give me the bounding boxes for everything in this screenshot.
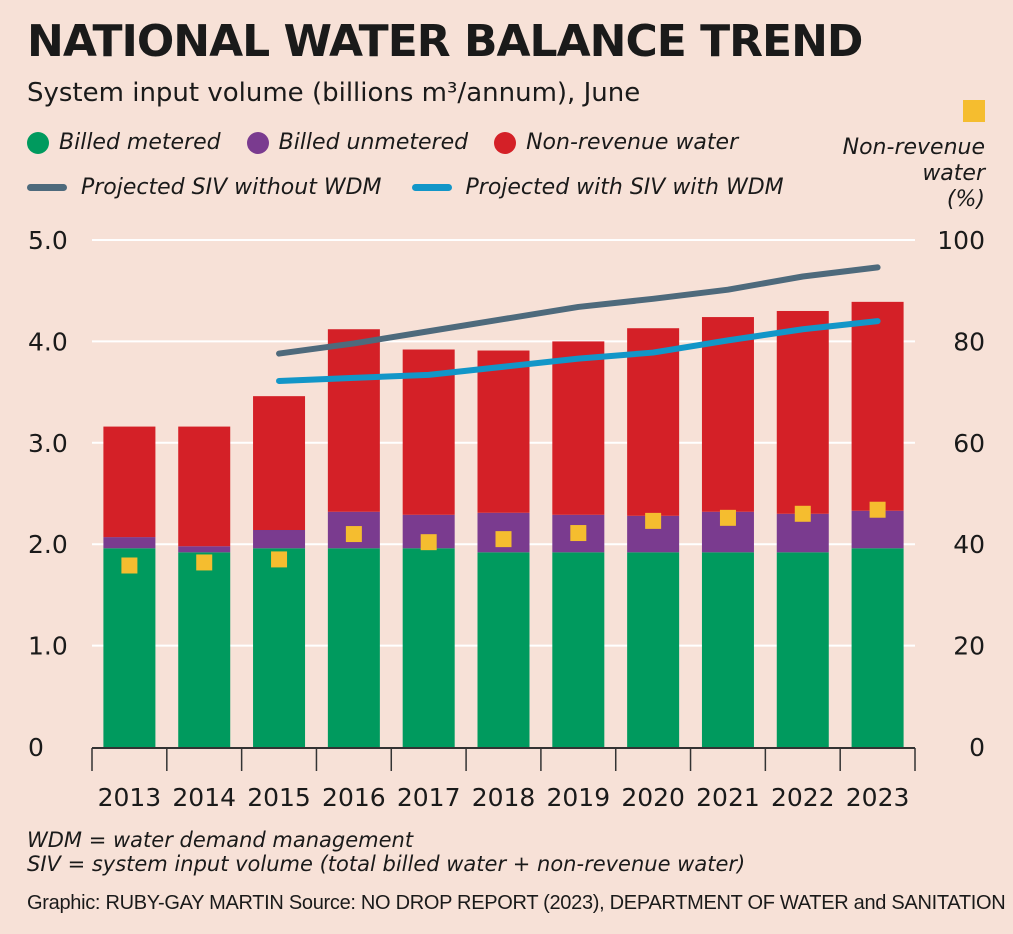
bar-billed-metered bbox=[776, 552, 829, 747]
legend-lines: Projected SIV without WDM Projected with… bbox=[27, 175, 810, 200]
line-projected-with-wdm bbox=[276, 318, 881, 384]
legend-nrw-percent-line1: Non-revenue bbox=[842, 135, 985, 160]
bar-billed-metered bbox=[627, 552, 680, 747]
legend-projected-without: Projected SIV without WDM bbox=[27, 175, 382, 200]
x-tick-label: 2013 bbox=[98, 783, 162, 812]
bar-billed-metered bbox=[701, 552, 754, 747]
point-nrw-percent bbox=[719, 509, 736, 526]
x-tick-label: 2017 bbox=[397, 783, 461, 812]
x-tick-label: 2014 bbox=[172, 783, 236, 812]
y-tick-label-right: 100 bbox=[937, 226, 985, 255]
legend-billed-metered: Billed metered bbox=[27, 130, 221, 155]
y-tick-label-left: 2.0 bbox=[28, 530, 68, 559]
legend-projected-with-label: Projected with SIV with WDM bbox=[465, 175, 784, 200]
source-credit: Graphic: RUBY-GAY MARTIN Source: NO DROP… bbox=[27, 892, 1006, 914]
legend-billed-unmetered-label: Billed unmetered bbox=[278, 130, 469, 155]
bar-non-revenue bbox=[178, 426, 231, 547]
legend-projected-with: Projected with SIV with WDM bbox=[411, 175, 784, 200]
point-nrw-percent bbox=[645, 512, 662, 529]
bar-billed-metered bbox=[327, 548, 380, 747]
y-tick-label-left: 0 bbox=[28, 733, 44, 762]
legend-nrw-percent-line3: (%) bbox=[946, 187, 985, 212]
y-tick-label-right: 80 bbox=[953, 327, 985, 356]
bar-non-revenue bbox=[552, 341, 605, 515]
point-nrw-percent bbox=[794, 505, 811, 522]
bar-non-revenue bbox=[253, 396, 306, 531]
bar-non-revenue bbox=[327, 329, 380, 512]
legend-projected-without-label: Projected SIV without WDM bbox=[81, 175, 382, 200]
point-nrw-percent bbox=[869, 501, 886, 518]
legend-non-revenue-swatch bbox=[494, 131, 517, 154]
note-wdm: WDM = water demand management bbox=[27, 828, 414, 852]
y-tick-label-left: 5.0 bbox=[28, 226, 68, 255]
y-tick-label-right: 20 bbox=[953, 632, 985, 661]
bar-non-revenue bbox=[627, 328, 680, 516]
bar-billed-metered bbox=[552, 552, 605, 747]
legend-nrw-percent-swatch bbox=[963, 100, 985, 122]
bar-non-revenue bbox=[851, 301, 904, 511]
legend-billed-metered-label: Billed metered bbox=[59, 130, 221, 155]
line-projected-without-wdm bbox=[276, 264, 881, 357]
point-nrw-percent bbox=[121, 557, 138, 574]
x-tick-label: 2023 bbox=[846, 783, 910, 812]
bar-billed-metered bbox=[253, 548, 306, 747]
legend-nrw-percent: Non-revenue water (%) bbox=[843, 100, 985, 213]
point-nrw-percent bbox=[271, 551, 288, 568]
x-tick-label: 2021 bbox=[696, 783, 760, 812]
legend-non-revenue-label: Non-revenue water bbox=[526, 130, 739, 155]
chart-title: NATIONAL WATER BALANCE TREND bbox=[27, 16, 863, 67]
legend-projected-without-swatch bbox=[27, 184, 67, 191]
bar-billed-unmetered bbox=[253, 530, 306, 549]
x-tick-label: 2015 bbox=[247, 783, 311, 812]
legend-nrw-percent-line2: water bbox=[922, 161, 985, 186]
legend-bars: Billed metered Billed unmetered Non-reve… bbox=[27, 130, 764, 155]
y-tick-label-left: 4.0 bbox=[28, 327, 68, 356]
bar-billed-metered bbox=[103, 548, 156, 747]
point-nrw-percent bbox=[570, 525, 587, 542]
legend-billed-unmetered: Billed unmetered bbox=[246, 130, 469, 155]
point-nrw-percent bbox=[196, 554, 213, 571]
bar-billed-metered bbox=[178, 552, 231, 747]
legend-billed-unmetered-swatch bbox=[246, 131, 269, 154]
y-tick-label-right: 0 bbox=[969, 733, 985, 762]
y-tick-label-left: 3.0 bbox=[28, 429, 68, 458]
point-nrw-percent bbox=[420, 534, 437, 551]
footnotes: WDM = water demand management SIV = syst… bbox=[27, 828, 745, 876]
bar-non-revenue bbox=[776, 310, 829, 514]
point-nrw-percent bbox=[345, 526, 362, 543]
y-tick-label-left: 1.0 bbox=[28, 632, 68, 661]
bar-billed-metered bbox=[851, 548, 904, 747]
x-tick-label: 2016 bbox=[322, 783, 386, 812]
legend-non-revenue: Non-revenue water bbox=[494, 130, 738, 155]
x-tick-label: 2020 bbox=[621, 783, 685, 812]
bar-billed-unmetered bbox=[103, 537, 156, 549]
bar-billed-unmetered bbox=[178, 546, 231, 553]
x-tick-label: 2019 bbox=[547, 783, 611, 812]
bar-billed-metered bbox=[477, 552, 530, 747]
chart-subtitle: System input volume (billions m³/annum),… bbox=[27, 78, 641, 108]
bar-non-revenue bbox=[103, 426, 156, 538]
point-nrw-percent bbox=[495, 531, 512, 548]
bar-non-revenue bbox=[477, 350, 530, 513]
legend-billed-metered-swatch bbox=[27, 131, 49, 154]
x-tick-label: 2018 bbox=[472, 783, 536, 812]
bar-non-revenue bbox=[701, 317, 754, 512]
y-tick-label-right: 60 bbox=[953, 429, 985, 458]
bar-billed-metered bbox=[402, 548, 455, 747]
note-siv: SIV = system input volume (total billed … bbox=[27, 852, 746, 876]
y-tick-label-right: 40 bbox=[953, 530, 985, 559]
x-tick-label: 2022 bbox=[771, 783, 835, 812]
legend-projected-with-swatch bbox=[411, 184, 452, 191]
